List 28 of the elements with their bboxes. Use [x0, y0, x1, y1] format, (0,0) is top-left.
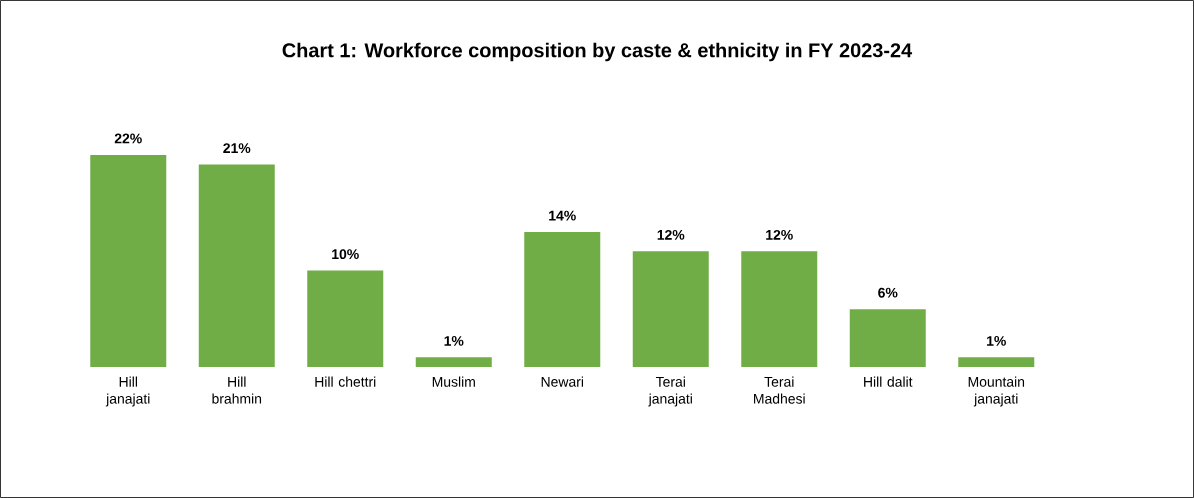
data-label: 14%	[549, 210, 576, 221]
x-tick-label: Newari	[541, 376, 584, 387]
bar	[849, 309, 926, 367]
chart-title: Chart 1: Workforce composition by caste & ethnicity in FY 2023-24	[282, 42, 913, 62]
data-label: 12%	[766, 229, 793, 240]
data-label: 12%	[657, 229, 685, 240]
data-label: 10%	[332, 249, 359, 260]
x-tick-label: Hill brahmin	[212, 376, 262, 404]
x-tick-label: Mountain janajati	[968, 376, 1025, 407]
x-tick-label: Hill janajati	[105, 376, 150, 407]
data-label: 22%	[114, 133, 142, 144]
bar	[958, 357, 1035, 367]
x-tick-label: Terai janajati	[648, 376, 692, 407]
bar	[198, 164, 275, 367]
bar	[632, 251, 709, 367]
x-tick-label: Terai Madhesi	[754, 376, 805, 404]
bar	[741, 251, 818, 367]
x-tick-label: Muslim	[432, 376, 475, 387]
bar	[307, 270, 384, 367]
data-label: 1%	[987, 336, 1006, 346]
data-label: 6%	[878, 287, 898, 298]
bar	[415, 357, 492, 367]
data-label: 1%	[444, 336, 464, 346]
data-label: 21%	[223, 143, 251, 154]
bar	[524, 232, 601, 367]
bar	[90, 154, 167, 367]
x-tick-label: Hill chettri	[315, 376, 376, 387]
x-tick-label: Hill dalit	[864, 376, 913, 387]
